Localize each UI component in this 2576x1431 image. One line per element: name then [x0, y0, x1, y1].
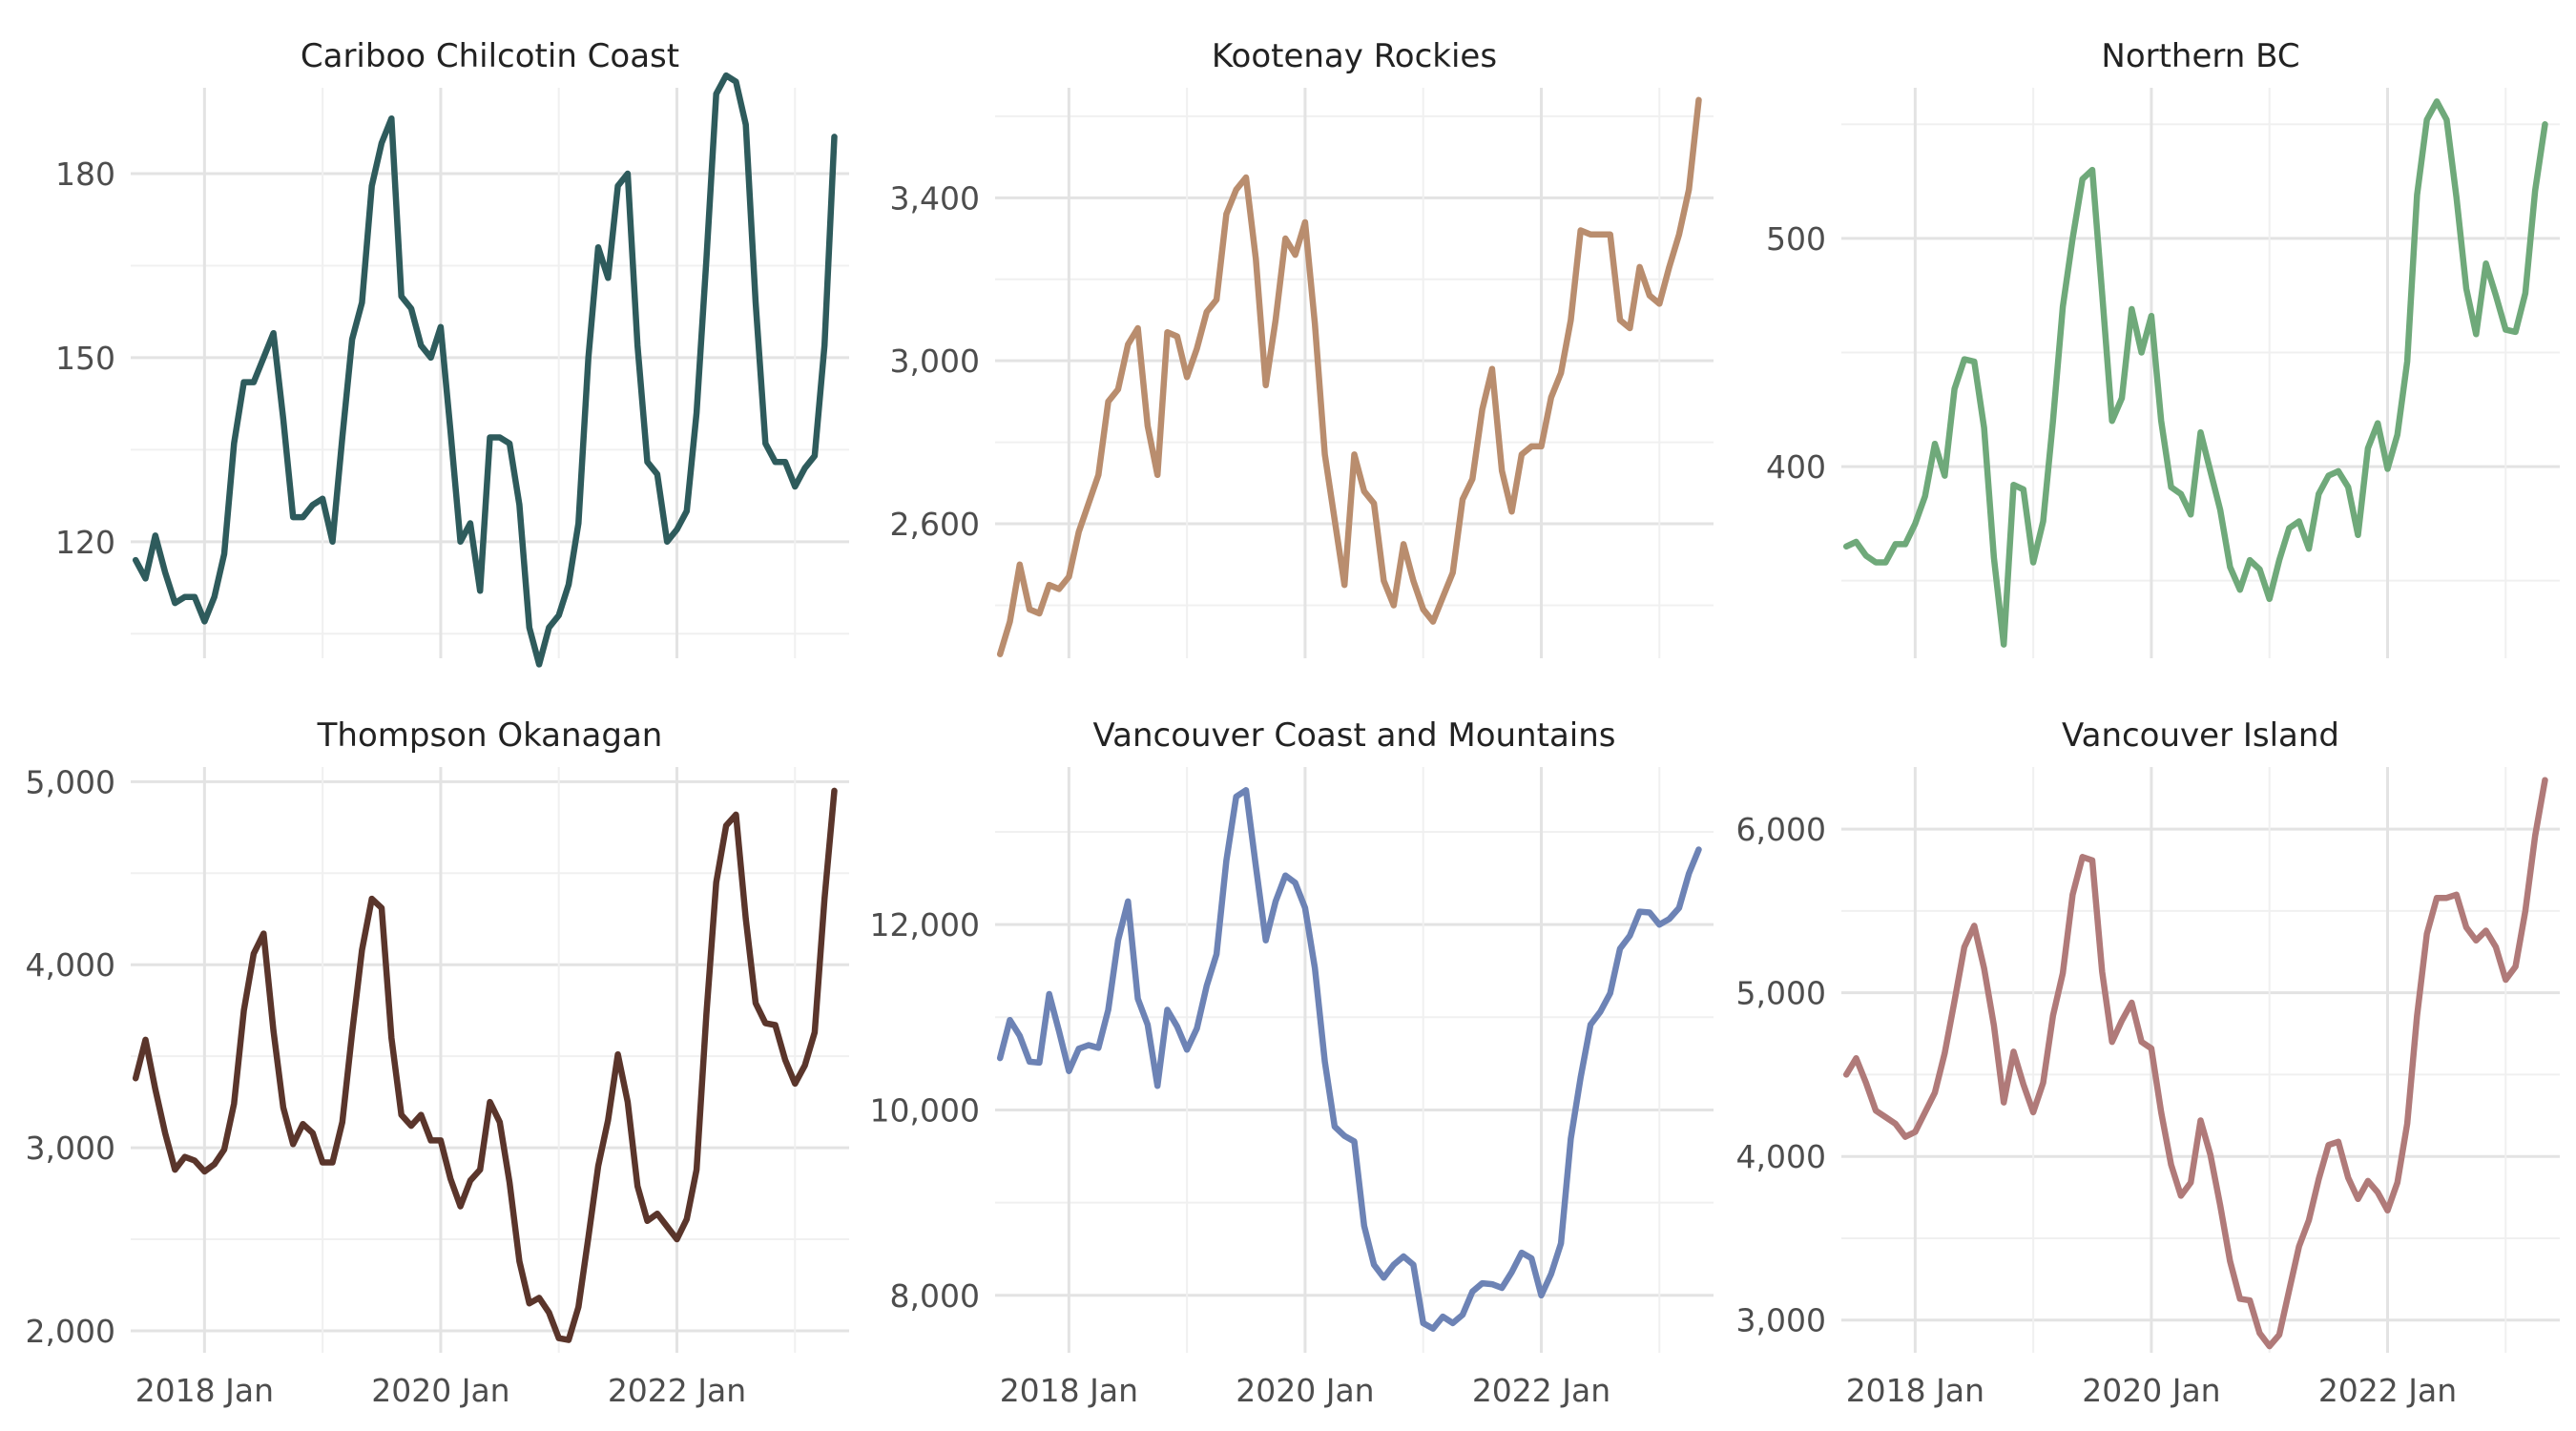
y-tick-label: 180 [55, 156, 115, 193]
panel-vancouver-coast-and-mountains: Vancouver Coast and Mountains 8,000 10,000… [870, 716, 1714, 1409]
y-tick-label: 12,000 [870, 906, 980, 944]
panel-title: Northern BC [2101, 37, 2299, 75]
x-tick-label: 2018 Jan [1846, 1372, 1984, 1409]
x-tick-label: 2022 Jan [1472, 1372, 1610, 1409]
x-tick-label: 2018 Jan [1000, 1372, 1138, 1409]
series-line-kootenay-rockies [996, 96, 1702, 657]
x-tick-label: 2018 Jan [135, 1372, 274, 1409]
y-tick-label: 120 [55, 524, 115, 561]
y-tick-label: 3,000 [26, 1130, 115, 1167]
x-tick-label: 2020 Jan [2082, 1372, 2220, 1409]
series-line-vancouver-coast-and-mountains [996, 787, 1702, 1332]
y-tick-label: 5,000 [26, 763, 115, 800]
y-tick-label: 4,000 [26, 946, 115, 984]
y-tick-label: 3,400 [890, 179, 980, 217]
panel-cariboo-chilcotin-coast: Cariboo Chilcotin Coast 120 150 180 [55, 37, 849, 668]
y-tick-label: 5,000 [1736, 975, 1826, 1012]
x-tick-label: 2022 Jan [608, 1372, 746, 1409]
x-tick-label: 2020 Jan [371, 1372, 509, 1409]
facet-panels: Cariboo Chilcotin Coast 120 150 180 Kootenay… [26, 37, 2560, 1409]
panel-title: Vancouver Island [2062, 716, 2339, 755]
y-tick-label: 400 [1766, 448, 1826, 486]
panel-thompson-okanagan: Thompson Okanagan 2,000 3,000 4,000 5,000 201… [26, 716, 849, 1409]
series-line-vancouver-island [1842, 777, 2548, 1350]
panel-title: Cariboo Chilcotin Coast [301, 37, 679, 75]
panel-kootenay-rockies: Kootenay Rockies 2,600 3,000 3,400 [890, 37, 1714, 658]
y-tick-label: 3,000 [1736, 1302, 1826, 1339]
y-tick-label: 500 [1766, 220, 1826, 258]
y-tick-label: 2,600 [890, 506, 980, 543]
y-tick-label: 6,000 [1736, 811, 1826, 848]
y-tick-label: 3,000 [890, 342, 980, 380]
series-line-northern-bc [1842, 98, 2548, 648]
x-tick-label: 2020 Jan [1236, 1372, 1374, 1409]
series-line-cariboo-chilcotin-coast [132, 72, 838, 668]
series-line-thompson-okanagan [132, 787, 838, 1343]
y-tick-label: 2,000 [26, 1313, 115, 1350]
panel-vancouver-island: Vancouver Island 3,000 4,000 5,000 6,000 2018… [1736, 716, 2560, 1409]
panel-title: Vancouver Coast and Mountains [1093, 716, 1616, 755]
panel-northern-bc: Northern BC 400 500 [1766, 37, 2560, 658]
y-tick-label: 150 [55, 340, 115, 377]
panel-title: Thompson Okanagan [317, 716, 663, 755]
y-tick-label: 4,000 [1736, 1138, 1826, 1175]
panel-title: Kootenay Rockies [1212, 37, 1497, 75]
y-tick-label: 10,000 [870, 1091, 980, 1129]
y-tick-label: 8,000 [890, 1277, 980, 1315]
x-tick-label: 2022 Jan [2318, 1372, 2457, 1409]
